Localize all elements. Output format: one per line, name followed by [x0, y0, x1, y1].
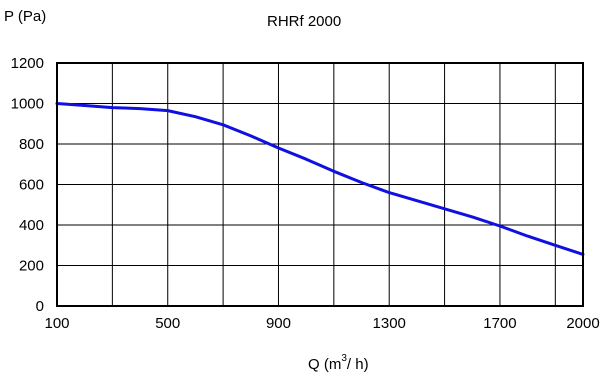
x-tick-label: 1300 — [373, 315, 406, 332]
grid-lines — [57, 63, 583, 306]
y-axis-label: P (Pa) — [4, 8, 47, 25]
y-tick-label: 200 — [19, 258, 44, 275]
x-tick-label: 1700 — [483, 315, 516, 332]
x-axis-label-suffix: / h) — [346, 356, 369, 373]
x-tick-label: 900 — [266, 315, 291, 332]
y-tick-labels: 0 200 400 600 800 1000 1200 — [11, 55, 44, 315]
x-tick-label: 100 — [44, 315, 69, 332]
plot-frame — [56, 62, 584, 307]
x-axis-label-superscript: 3 — [341, 353, 347, 364]
x-tick-label: 500 — [155, 315, 180, 332]
x-tick-labels: 100 500 900 1300 1700 2000 — [44, 315, 599, 332]
series-layer — [55, 102, 585, 256]
y-tick-label: 800 — [19, 136, 44, 153]
chart-title: RHRf 2000 — [267, 13, 342, 30]
y-tick-label: 1200 — [11, 55, 44, 72]
series-line — [55, 102, 585, 256]
x-axis-label-prefix: Q (m — [308, 356, 342, 373]
x-tick-label: 2000 — [566, 315, 599, 332]
y-tick-label: 0 — [36, 298, 44, 315]
x-axis-label: Q (m3/ h) — [308, 353, 369, 373]
y-tick-label: 600 — [19, 177, 44, 194]
y-tick-label: 400 — [19, 217, 44, 234]
y-tick-label: 1000 — [11, 96, 44, 113]
